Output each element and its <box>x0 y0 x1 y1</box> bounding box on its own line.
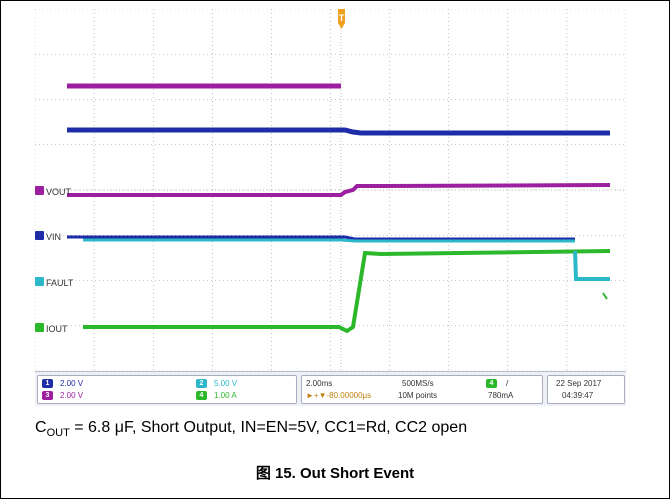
scope-screen: T VOUT VIN <box>35 9 626 371</box>
record-length: 10M points <box>398 391 438 400</box>
oscilloscope-capture: T VOUT VIN <box>35 9 626 406</box>
scope-status-bar: 1 2.00 V 3 2.00 V 2 5.00 V 4 1.00 A 2.00… <box>35 371 626 406</box>
channel-scale-panel: 1 2.00 V 3 2.00 V 2 5.00 V 4 1.00 A <box>37 375 297 404</box>
iout-channel-marker[interactable]: IOUT <box>35 323 68 334</box>
ch3-badge[interactable]: 3 <box>42 391 53 400</box>
caption-conditions: = 6.8 μF, Short Output, IN=EN=5V, CC1=Rd… <box>69 419 468 436</box>
ch4-scale: 1.00 A <box>214 391 237 400</box>
vin-waveform <box>67 235 575 241</box>
trigger-level: 780mA <box>488 391 514 400</box>
iout-tail-marker <box>602 292 608 300</box>
fault-label: FAULT <box>46 278 74 288</box>
capture-date: 22 Sep 2017 <box>556 379 602 388</box>
fault-upper-waveform <box>83 238 575 243</box>
iout-label: IOUT <box>46 324 68 334</box>
iout-lower-step <box>573 250 610 281</box>
trigger-marker[interactable]: T <box>338 9 345 29</box>
vout-channel-marker[interactable]: VOUT <box>35 186 72 197</box>
sample-rate: 500MS/s <box>402 379 434 388</box>
trigger-marker-label: T <box>339 13 345 23</box>
ch2-badge[interactable]: 2 <box>196 379 207 388</box>
timebase-panel: 2.00ms ►+▼-80.00000μs 500MS/s 10M points… <box>301 375 543 404</box>
ch2-scale: 5.00 V <box>214 379 238 388</box>
datetime-panel: 22 Sep 2017 04:39:47 <box>547 375 625 404</box>
caption-c-subscript: OUT <box>46 427 70 440</box>
graticule <box>35 9 626 371</box>
timebase-value: 2.00ms <box>306 379 333 388</box>
figure-title: 图 15. Out Short Event <box>255 465 415 482</box>
iout-waveform <box>83 249 611 334</box>
fault-channel-marker[interactable]: FAULT <box>35 277 74 288</box>
delay-value: ►+▼-80.00000μs <box>306 391 372 400</box>
figure-caption: COUT = 6.8 μF, Short Output, IN=EN=5V, C… <box>35 419 655 439</box>
vout-waveform <box>67 183 611 197</box>
ch1-badge[interactable]: 1 <box>42 379 53 388</box>
vin-label: VIN <box>46 232 61 242</box>
ch3-scale: 2.00 V <box>60 391 84 400</box>
ch1-scale: 2.00 V <box>60 379 84 388</box>
trigger-slope-icon: / <box>506 379 509 388</box>
ch1-upper-waveform <box>67 127 610 136</box>
ch4-badge[interactable]: 4 <box>196 391 207 400</box>
capture-time: 04:39:47 <box>562 391 594 400</box>
trigger-channel-badge[interactable]: 4 <box>486 379 497 388</box>
vout-label: VOUT <box>46 187 72 197</box>
vin-channel-marker[interactable]: VIN <box>35 231 61 242</box>
caption-c-prefix: C <box>35 419 47 436</box>
